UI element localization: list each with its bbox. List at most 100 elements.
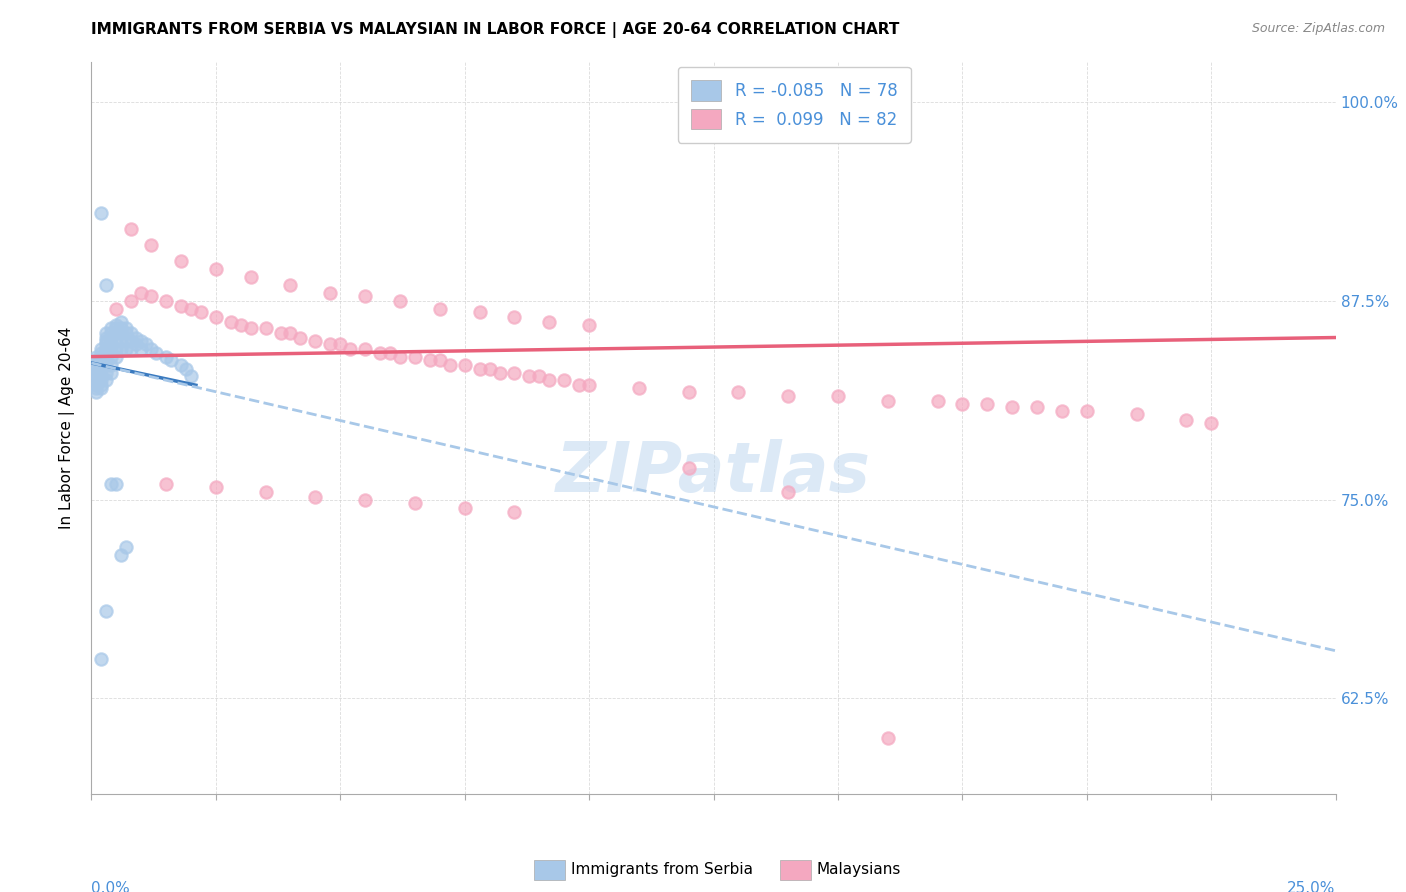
Point	[100, 321, 122, 335]
Point	[950, 397, 973, 411]
Point	[90, 368, 112, 383]
Point	[90, 362, 112, 376]
Text: Immigrants from Serbia: Immigrants from Serbia	[571, 863, 752, 877]
Point	[120, 342, 142, 356]
Point	[145, 346, 167, 360]
Point	[429, 301, 451, 316]
Point	[110, 342, 132, 356]
Point	[553, 374, 575, 388]
Point	[90, 346, 112, 360]
Point	[205, 310, 228, 324]
Point	[578, 318, 600, 332]
Point	[105, 476, 128, 491]
Point	[678, 461, 700, 475]
Point	[90, 381, 112, 395]
Text: ZIPatlas: ZIPatlas	[555, 439, 872, 506]
Point	[180, 301, 202, 316]
Point	[100, 326, 122, 340]
Point	[115, 342, 138, 356]
Point	[120, 334, 142, 348]
Point	[110, 315, 132, 329]
Point	[478, 362, 501, 376]
Point	[205, 480, 228, 494]
Point	[105, 334, 128, 348]
Point	[86, 374, 108, 388]
Point	[1076, 403, 1098, 417]
Point	[205, 262, 228, 277]
Point	[125, 337, 148, 351]
Point	[1125, 407, 1147, 421]
Point	[90, 342, 112, 356]
Point	[678, 384, 700, 399]
Text: 0.0%: 0.0%	[91, 881, 131, 892]
Point	[90, 651, 112, 665]
Point	[135, 337, 157, 351]
Point	[115, 334, 138, 348]
Point	[1026, 401, 1049, 415]
Point	[100, 337, 122, 351]
Point	[388, 350, 411, 364]
Point	[468, 305, 491, 319]
Point	[110, 334, 132, 348]
Point	[254, 484, 277, 499]
Y-axis label: In Labor Force | Age 20-64: In Labor Force | Age 20-64	[59, 327, 76, 529]
Point	[96, 330, 118, 344]
Point	[96, 604, 118, 618]
Point	[239, 321, 262, 335]
Point	[778, 389, 800, 403]
Point	[239, 270, 262, 285]
Point	[270, 326, 292, 340]
Point	[519, 368, 541, 383]
Point	[827, 389, 849, 403]
Point	[86, 381, 108, 395]
Point	[96, 278, 118, 293]
Point	[976, 397, 998, 411]
Point	[129, 334, 152, 348]
Point	[339, 342, 361, 356]
Point	[96, 374, 118, 388]
Point	[125, 330, 148, 344]
Point	[329, 337, 352, 351]
Point	[96, 346, 118, 360]
Point	[105, 321, 128, 335]
Point	[105, 318, 128, 332]
Point	[529, 368, 551, 383]
Point	[488, 366, 510, 380]
Point	[280, 278, 302, 293]
Point	[86, 352, 108, 367]
Point	[129, 285, 152, 300]
Point	[96, 366, 118, 380]
Point	[105, 342, 128, 356]
Point	[419, 352, 441, 367]
Point	[100, 476, 122, 491]
Text: 25.0%: 25.0%	[1288, 881, 1336, 892]
Text: IMMIGRANTS FROM SERBIA VS MALAYSIAN IN LABOR FORCE | AGE 20-64 CORRELATION CHART: IMMIGRANTS FROM SERBIA VS MALAYSIAN IN L…	[91, 22, 900, 38]
Point	[100, 330, 122, 344]
Point	[280, 326, 302, 340]
Point	[105, 326, 128, 340]
Point	[110, 326, 132, 340]
Point	[727, 384, 749, 399]
Point	[90, 350, 112, 364]
Point	[120, 293, 142, 308]
Point	[1050, 403, 1073, 417]
Point	[404, 350, 426, 364]
Text: Malaysians: Malaysians	[817, 863, 901, 877]
Point	[368, 346, 391, 360]
Legend: R = -0.085   N = 78, R =  0.099   N = 82: R = -0.085 N = 78, R = 0.099 N = 82	[678, 67, 911, 143]
Point	[115, 541, 138, 555]
Point	[90, 352, 112, 367]
Point	[453, 500, 475, 515]
Point	[170, 254, 193, 268]
Point	[254, 321, 277, 335]
Point	[100, 366, 122, 380]
Point	[155, 350, 177, 364]
Point	[155, 293, 177, 308]
Point	[229, 318, 252, 332]
Point	[429, 352, 451, 367]
Point	[105, 350, 128, 364]
Point	[453, 358, 475, 372]
Point	[160, 352, 183, 367]
Point	[174, 362, 197, 376]
Point	[304, 334, 326, 348]
